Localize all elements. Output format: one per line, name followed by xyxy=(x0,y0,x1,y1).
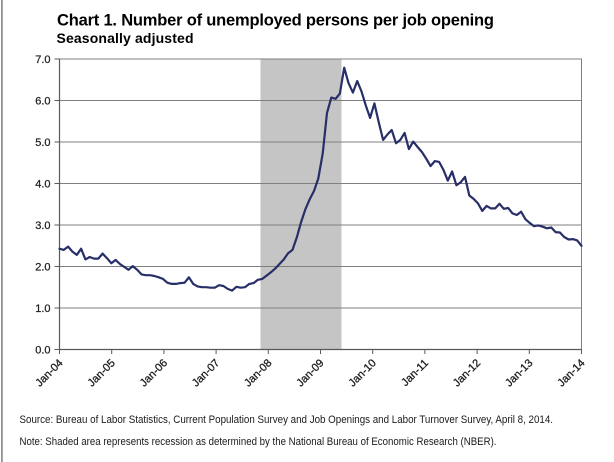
svg-text:3.0: 3.0 xyxy=(35,220,50,232)
svg-text:Chart 1. Number of unemployed: Chart 1. Number of unemployed persons pe… xyxy=(57,12,494,30)
svg-text:6.0: 6.0 xyxy=(35,95,50,107)
svg-text:4.0: 4.0 xyxy=(35,178,50,190)
svg-text:Note: Shaded area represents r: Note: Shaded area represents recession a… xyxy=(20,436,497,448)
svg-text:7.0: 7.0 xyxy=(35,54,50,66)
svg-text:0.0: 0.0 xyxy=(35,344,50,356)
svg-text:5.0: 5.0 xyxy=(35,137,50,149)
svg-text:Seasonally adjusted: Seasonally adjusted xyxy=(57,30,194,46)
svg-text:1.0: 1.0 xyxy=(35,303,50,315)
svg-text:2.0: 2.0 xyxy=(35,261,50,273)
svg-text:Source: Bureau of Labor Statis: Source: Bureau of Labor Statistics, Curr… xyxy=(20,414,554,426)
